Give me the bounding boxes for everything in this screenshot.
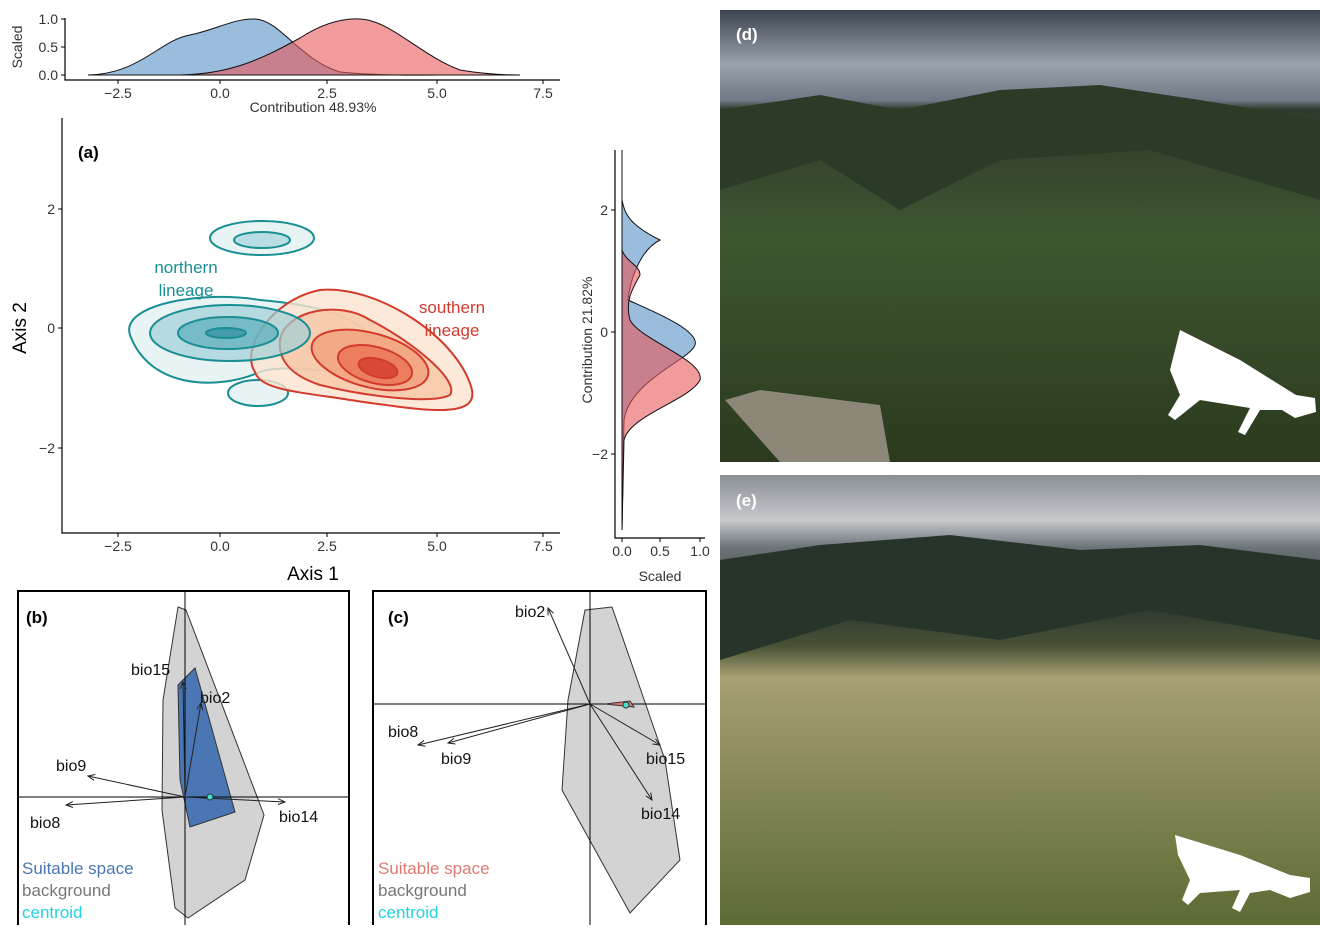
legend-entry: background	[378, 881, 467, 900]
x-tick-label: 2.5	[317, 85, 337, 101]
x-tick-label: 0.0	[210, 85, 230, 101]
legend-entry: centroid	[378, 903, 438, 922]
contour	[206, 328, 246, 338]
x-tick-label: 7.5	[533, 85, 553, 101]
panel-label: (c)	[388, 608, 409, 627]
northern-core	[150, 305, 310, 361]
y-tick-label: 0	[47, 320, 55, 336]
x-title: Axis 1	[287, 564, 339, 585]
legend-entry: background	[22, 881, 111, 900]
x-tick-label: 0.0	[210, 538, 230, 554]
vector-label: bio9	[56, 758, 86, 775]
centroid	[623, 702, 629, 708]
x-title: Contribution 48.93%	[250, 99, 377, 115]
vector-label: bio15	[131, 662, 170, 679]
vector-label: bio8	[30, 815, 60, 832]
vector-label: bio2	[515, 604, 545, 621]
y-tick-label: 2	[600, 202, 608, 218]
y-tick-label: 2	[47, 201, 55, 217]
x-tick-label: 0.0	[612, 543, 632, 559]
legend-entry: Suitable space	[22, 859, 134, 878]
annotation: lineage	[425, 321, 480, 340]
vector-label: bio2	[200, 690, 230, 707]
y-tick-label: 0.5	[39, 39, 59, 55]
photo-d: (d)	[720, 10, 1320, 462]
vector-label: bio9	[441, 751, 471, 768]
annotation: southern	[419, 298, 485, 317]
y-tick-label: 1.0	[39, 11, 59, 27]
vector-label: bio14	[641, 806, 680, 823]
legend-entry: centroid	[22, 903, 82, 922]
centroid	[207, 794, 213, 800]
top-density: Contribution 48.93% Scaled	[9, 18, 560, 115]
y-title: Scaled	[9, 26, 25, 69]
x-tick-label: 0.5	[650, 543, 670, 559]
y-tick-label: 0.0	[39, 67, 59, 83]
right-density: Scaled Contribution 21.82%	[579, 150, 705, 584]
x-tick-label: 5.0	[427, 538, 447, 554]
panel-label: (d)	[736, 25, 758, 44]
y-tick-label: −2	[39, 440, 55, 456]
x-tick-label: 2.5	[317, 538, 337, 554]
x-tick-label: 7.5	[533, 538, 553, 554]
panel-label: (e)	[736, 491, 757, 510]
panel-c: (c) bio2 bio8 bio9 bio15 bio14 Suitable …	[373, 591, 706, 925]
photo-e: (e)	[720, 475, 1320, 925]
x-tick-label: −2.5	[104, 538, 132, 554]
contour	[234, 232, 290, 248]
vector-label: bio15	[646, 751, 685, 768]
legend-entry: Suitable space	[378, 859, 490, 878]
vector-label: bio8	[388, 724, 418, 741]
annotation: northern	[154, 258, 217, 277]
annotation: lineage	[159, 281, 214, 300]
panel-b: (b) bio15 bio2 bio9 bio8 bio14 Suitable …	[18, 591, 349, 925]
y-title: Contribution 21.82%	[579, 277, 595, 404]
y-tick-label: 0	[600, 324, 608, 340]
x-tick-label: 1.0	[690, 543, 710, 559]
panel-label: (b)	[26, 608, 48, 627]
figure: Contribution 48.93% Scaled (a) northern …	[0, 0, 1320, 925]
vector-label: bio14	[279, 809, 318, 826]
y-title: Axis 2	[10, 302, 31, 354]
y-tick-label: −2	[592, 446, 608, 462]
main-panel: (a) northern lineage southern lineage Ax…	[10, 118, 560, 585]
x-tick-label: −2.5	[104, 85, 132, 101]
x-tick-label: 5.0	[427, 85, 447, 101]
x-title: Scaled	[639, 568, 682, 584]
panel-label: (a)	[78, 143, 99, 162]
